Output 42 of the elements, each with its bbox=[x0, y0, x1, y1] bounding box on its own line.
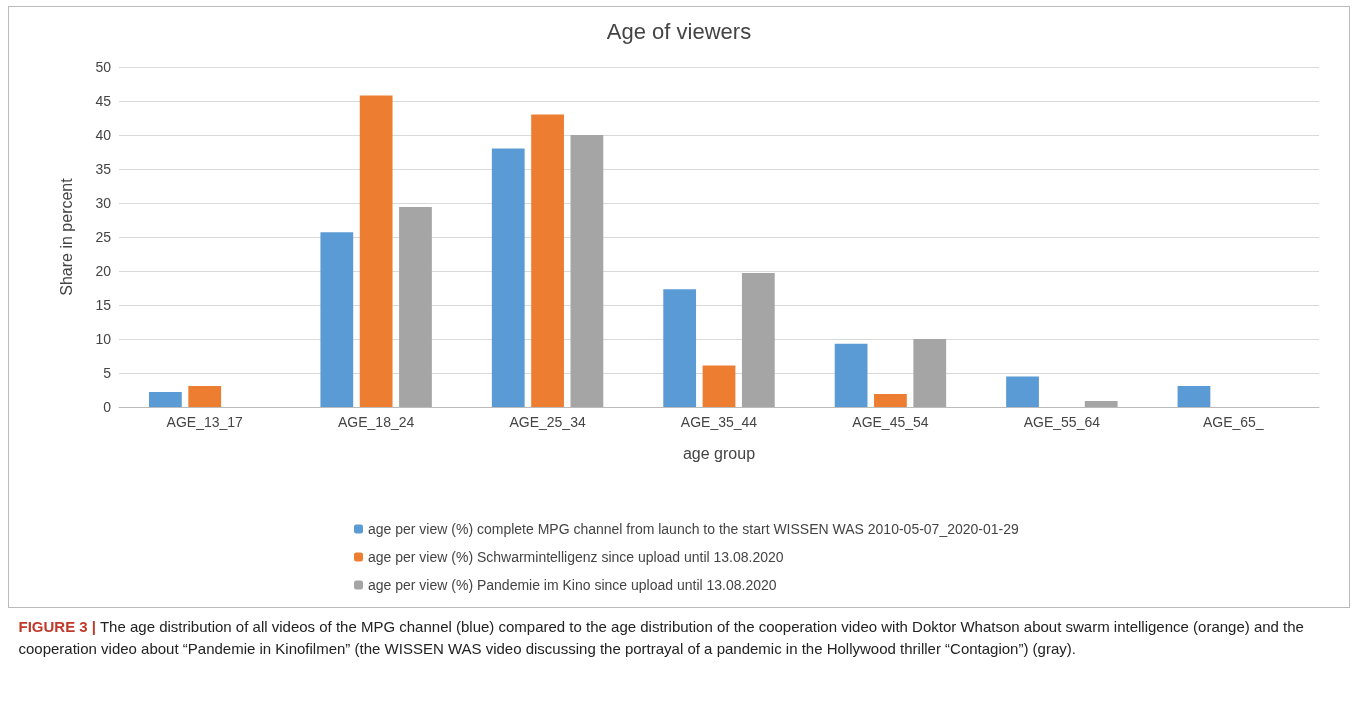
bar bbox=[1005, 376, 1039, 407]
bar bbox=[148, 392, 182, 407]
x-tick-label: AGE_35_44 bbox=[680, 414, 757, 430]
bar bbox=[1177, 385, 1210, 407]
bar bbox=[491, 148, 525, 407]
y-tick-label: 25 bbox=[94, 229, 111, 245]
y-tick-label: 0 bbox=[102, 399, 111, 415]
x-tick-label: AGE_65_ bbox=[1202, 414, 1264, 430]
y-tick-label: 45 bbox=[94, 93, 111, 109]
bar bbox=[398, 207, 432, 407]
y-axis-title: Share in percent bbox=[57, 177, 74, 296]
x-tick-label: AGE_13_17 bbox=[166, 414, 243, 430]
bar bbox=[741, 273, 775, 407]
x-tick-label: AGE_18_24 bbox=[337, 414, 414, 430]
bar bbox=[187, 385, 221, 407]
bar bbox=[662, 289, 696, 407]
x-axis-title: age group bbox=[682, 444, 755, 462]
bar bbox=[873, 394, 907, 407]
caption: FIGURE 3 | The age distribution of all videos of the MPG channel (blue) compared to the age distribution of the cooperation video with Doktor Whatson about swarm intelligence (orange) and the cooperation video about “Pandemie in Kinofilmen” (the WISSEN WAS video discussing the portrayal of a pandemic in the Hollywood thriller “Contagion”) (gray). bbox=[18, 617, 1305, 659]
chart-title: Age of viewers bbox=[606, 18, 751, 44]
legend-label: age per view (%) complete MPG channel from launch to the start WISSEN WAS 2010-05-07_2020-01-29 bbox=[367, 521, 1019, 537]
x-tick-label: AGE_25_34 bbox=[508, 414, 586, 430]
legend-label: age per view (%) Schwarmintelligenz since upload until 13.08.2020 bbox=[367, 549, 784, 565]
y-tick-label: 50 bbox=[94, 59, 111, 75]
bar bbox=[319, 232, 353, 407]
y-tick-label: 35 bbox=[94, 161, 111, 177]
bar bbox=[702, 365, 735, 407]
bar bbox=[359, 95, 393, 407]
y-tick-label: 15 bbox=[94, 297, 111, 313]
x-tick-label: AGE_45_54 bbox=[851, 414, 929, 430]
bar bbox=[570, 135, 603, 407]
y-tick-label: 5 bbox=[102, 365, 111, 381]
y-tick-label: 20 bbox=[94, 263, 111, 279]
bar bbox=[912, 339, 946, 407]
legend-label: age per view (%) Pandemie im Kino since upload until 13.08.2020 bbox=[367, 577, 777, 593]
y-tick-label: 10 bbox=[94, 331, 111, 347]
bar bbox=[834, 343, 867, 407]
bar bbox=[1084, 400, 1118, 407]
y-tick-label: 30 bbox=[94, 195, 111, 211]
bar bbox=[530, 114, 564, 407]
y-tick-label: 40 bbox=[94, 127, 111, 143]
x-tick-label: AGE_55_64 bbox=[1023, 414, 1100, 430]
